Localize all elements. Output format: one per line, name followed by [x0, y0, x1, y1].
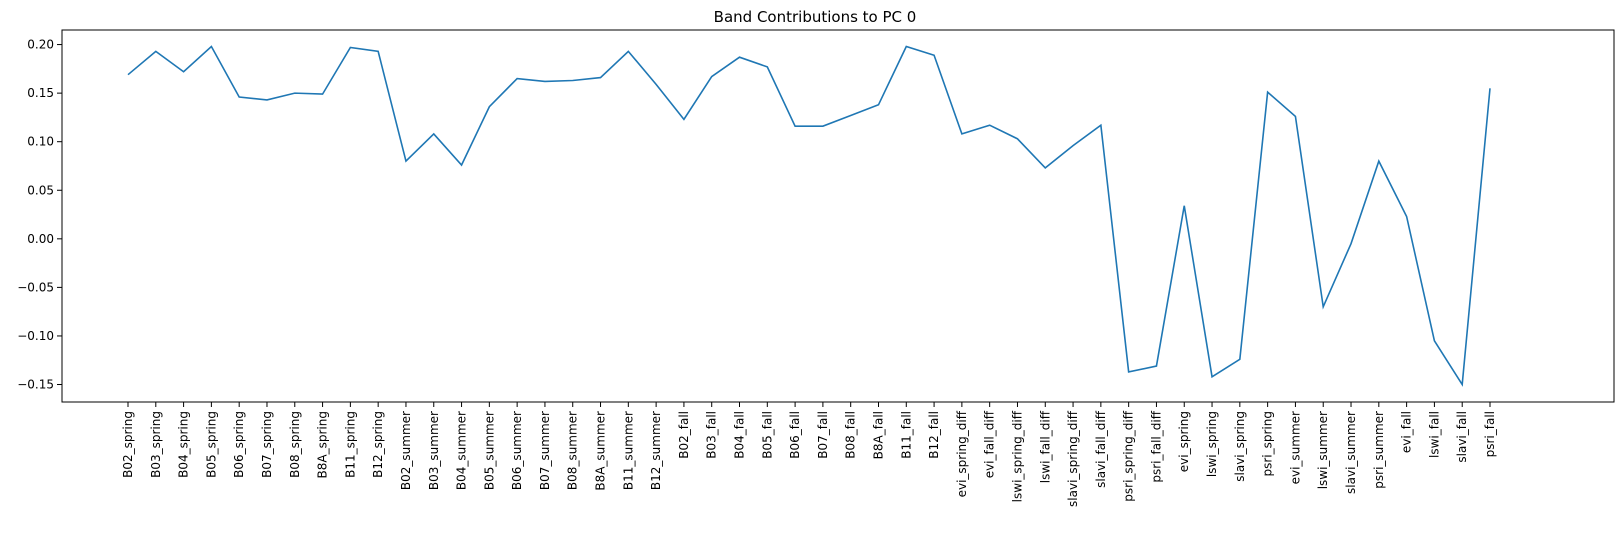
x-tick-label: B06_fall — [788, 411, 802, 459]
x-tick-label: B04_summer — [455, 411, 469, 490]
x-tick-label: psri_fall_diff — [1149, 410, 1163, 482]
y-tick-label: 0.20 — [27, 38, 54, 52]
x-tick-label: B12_fall — [927, 411, 941, 459]
x-tick-label: evi_fall_diff — [983, 410, 997, 478]
x-tick-label: lswi_fall — [1427, 411, 1441, 458]
x-tick-label: evi_spring — [1177, 411, 1191, 472]
x-tick-label: lswi_summer — [1316, 411, 1330, 489]
x-tick-label: B8A_spring — [316, 411, 330, 478]
x-tick-label: lswi_spring_diff — [1010, 410, 1024, 502]
x-tick-label: B07_fall — [816, 411, 830, 459]
x-tick-label: psri_summer — [1372, 411, 1386, 489]
y-tick-label: 0.05 — [27, 183, 54, 197]
x-tick-label: psri_spring_diff — [1122, 410, 1136, 501]
x-tick-label: B12_spring — [371, 411, 385, 478]
x-tick-label: B03_spring — [149, 411, 163, 478]
series-line — [127, 45, 1491, 387]
x-tick-label: B8A_summer — [594, 411, 608, 491]
x-tick-label: psri_fall — [1483, 411, 1497, 457]
x-tick-label: B08_fall — [844, 411, 858, 459]
x-tick-label: evi_spring_diff — [955, 410, 969, 497]
x-tick-label: B03_fall — [705, 411, 719, 459]
y-tick-label: −0.05 — [17, 280, 54, 294]
y-tick-label: −0.10 — [17, 329, 54, 343]
x-tick-label: slavi_fall_diff — [1094, 410, 1108, 488]
x-tick-label: B06_spring — [232, 411, 246, 478]
x-tick-label: slavi_spring_diff — [1066, 410, 1080, 507]
x-tick-label: slavi_summer — [1344, 411, 1358, 494]
x-tick-label: B11_fall — [899, 411, 913, 459]
x-tick-label: B03_summer — [427, 411, 441, 490]
x-tick-label: B11_summer — [621, 411, 635, 490]
x-tick-label: B05_fall — [760, 411, 774, 459]
x-tick-label: B05_summer — [482, 411, 496, 490]
y-tick-label: 0.00 — [27, 232, 54, 246]
x-tick-label: B07_spring — [260, 411, 274, 478]
x-tick-label: lswi_spring — [1205, 411, 1219, 477]
x-tick-label: B07_summer — [538, 411, 552, 490]
x-tick-label: B11_spring — [343, 411, 357, 478]
y-tick-label: 0.15 — [27, 86, 54, 100]
x-tick-label: B02_fall — [677, 411, 691, 459]
x-tick-label: evi_summer — [1288, 411, 1302, 484]
plot-frame — [61, 29, 1615, 403]
chart-title: Band Contributions to PC 0 — [714, 8, 917, 26]
x-tick-label: slavi_spring — [1233, 411, 1247, 482]
x-tick-label: B08_summer — [566, 411, 580, 490]
x-tick-label: lswi_fall_diff — [1038, 410, 1052, 483]
y-tick-label: −0.15 — [17, 378, 54, 392]
x-tick-label: B04_spring — [177, 411, 191, 478]
x-tick-label: evi_fall — [1400, 411, 1414, 453]
x-tick-label: B05_spring — [204, 411, 218, 478]
y-tick-label: 0.10 — [27, 135, 54, 149]
x-tick-label: B06_summer — [510, 411, 524, 490]
plot-area — [127, 45, 1491, 387]
x-axis: B02_spring B03_spring B04_spring B05_spring… — [121, 402, 1497, 507]
x-tick-label: psri_spring — [1261, 411, 1275, 477]
y-axis: −0.15 −0.10 −0.05 0.00 0.05 0.10 0.15 0.20 — [17, 38, 62, 392]
x-tick-label: B8A_fall — [871, 411, 885, 459]
x-tick-label: B08_spring — [288, 411, 302, 478]
x-tick-label: slavi_fall — [1455, 411, 1469, 463]
x-tick-label: B02_summer — [399, 411, 413, 490]
x-tick-label: B04_fall — [733, 411, 747, 459]
x-tick-label: B12_summer — [649, 411, 663, 490]
x-tick-label: B02_spring — [121, 411, 135, 478]
